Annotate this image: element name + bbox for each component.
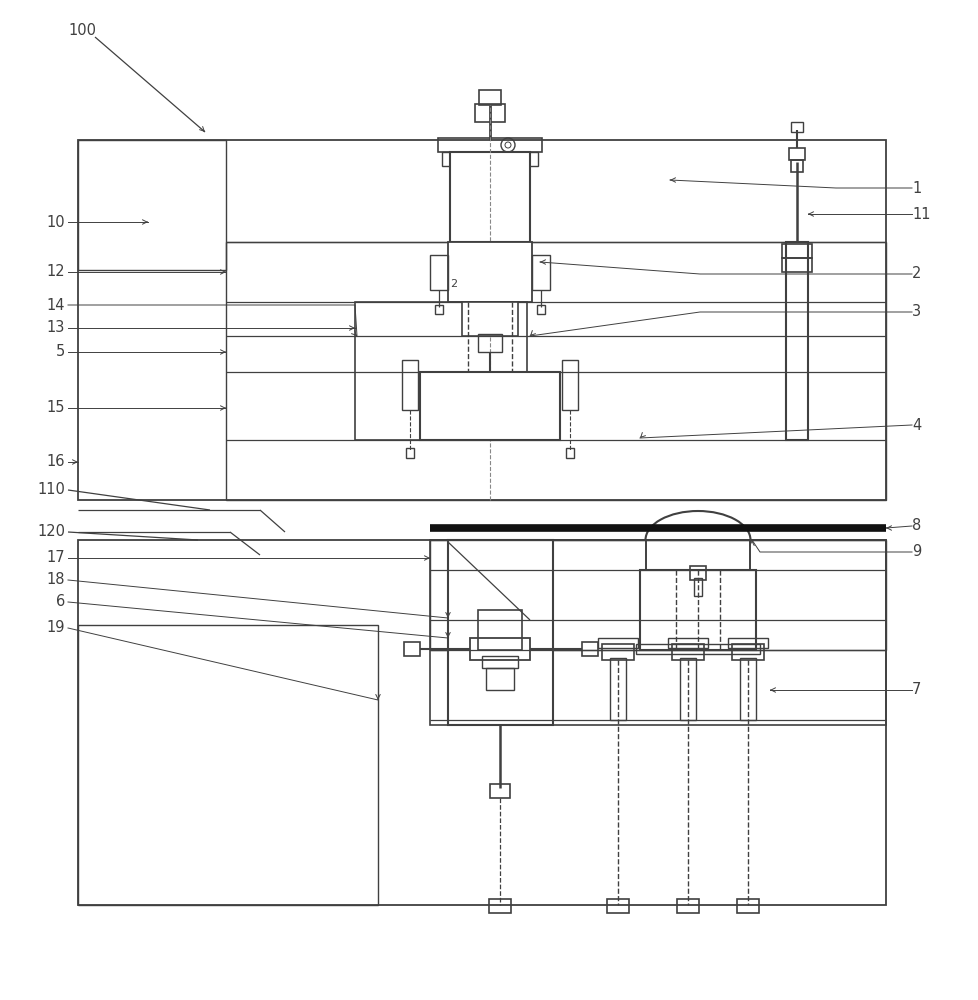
Text: 6: 6 xyxy=(56,594,65,609)
Bar xyxy=(485,668,513,690)
Bar xyxy=(429,540,885,725)
Bar xyxy=(739,658,755,720)
Bar xyxy=(434,305,443,314)
Text: 8: 8 xyxy=(911,518,920,534)
Bar xyxy=(402,360,418,410)
Bar xyxy=(785,242,807,440)
Bar xyxy=(429,255,448,290)
Bar xyxy=(790,160,802,172)
Bar xyxy=(78,625,378,905)
Bar xyxy=(561,360,577,410)
Text: 16: 16 xyxy=(46,454,65,470)
Bar xyxy=(462,302,517,336)
Text: 12: 12 xyxy=(46,264,65,279)
Bar xyxy=(420,372,559,440)
Text: 100: 100 xyxy=(67,23,96,38)
Bar xyxy=(601,644,634,660)
Bar xyxy=(469,638,529,660)
Bar xyxy=(226,242,885,500)
Text: 2: 2 xyxy=(911,266,920,282)
Bar xyxy=(477,610,521,650)
Bar xyxy=(537,305,545,314)
Bar xyxy=(450,152,529,242)
Bar xyxy=(355,302,526,440)
Bar xyxy=(671,644,703,660)
Text: 9: 9 xyxy=(911,544,920,560)
Bar xyxy=(581,642,598,656)
Bar xyxy=(732,644,763,660)
Bar xyxy=(78,140,226,270)
Text: 13: 13 xyxy=(47,320,65,336)
Bar xyxy=(640,570,755,650)
Bar xyxy=(636,644,759,654)
Bar xyxy=(565,448,573,458)
Bar xyxy=(406,448,414,458)
Bar xyxy=(404,642,420,656)
Bar xyxy=(481,656,517,668)
Text: 7: 7 xyxy=(911,682,920,698)
Text: 11: 11 xyxy=(911,207,929,222)
Bar xyxy=(736,899,758,913)
Text: 110: 110 xyxy=(37,483,65,497)
Text: 1: 1 xyxy=(911,181,920,196)
Bar xyxy=(490,784,510,798)
Bar xyxy=(609,658,625,720)
Bar xyxy=(680,658,695,720)
Bar xyxy=(437,138,542,152)
Bar xyxy=(448,540,553,725)
Bar xyxy=(788,148,804,160)
Bar xyxy=(781,244,811,258)
Bar xyxy=(728,638,767,648)
Bar xyxy=(477,334,502,352)
Bar xyxy=(441,152,464,166)
Text: 17: 17 xyxy=(46,550,65,566)
Bar xyxy=(677,899,698,913)
Text: 4: 4 xyxy=(911,418,920,432)
Bar xyxy=(448,242,531,302)
Bar xyxy=(606,899,628,913)
Bar xyxy=(78,140,885,500)
Text: 18: 18 xyxy=(46,572,65,587)
Bar xyxy=(531,255,550,290)
Text: 3: 3 xyxy=(911,304,920,320)
Text: 15: 15 xyxy=(46,400,65,416)
Bar xyxy=(478,90,501,105)
Bar xyxy=(667,638,707,648)
Bar xyxy=(693,578,701,596)
Bar xyxy=(781,258,811,272)
Bar xyxy=(429,540,885,650)
Text: 19: 19 xyxy=(46,620,65,636)
Bar xyxy=(598,638,638,648)
Text: 2: 2 xyxy=(450,279,457,289)
Bar xyxy=(515,152,538,166)
Bar xyxy=(78,540,885,905)
Bar xyxy=(474,104,505,122)
Bar xyxy=(488,899,511,913)
Text: 120: 120 xyxy=(37,524,65,540)
Text: 5: 5 xyxy=(56,344,65,360)
Text: 10: 10 xyxy=(46,215,65,230)
Bar xyxy=(790,122,802,132)
Bar xyxy=(689,566,705,580)
Text: 14: 14 xyxy=(46,298,65,312)
